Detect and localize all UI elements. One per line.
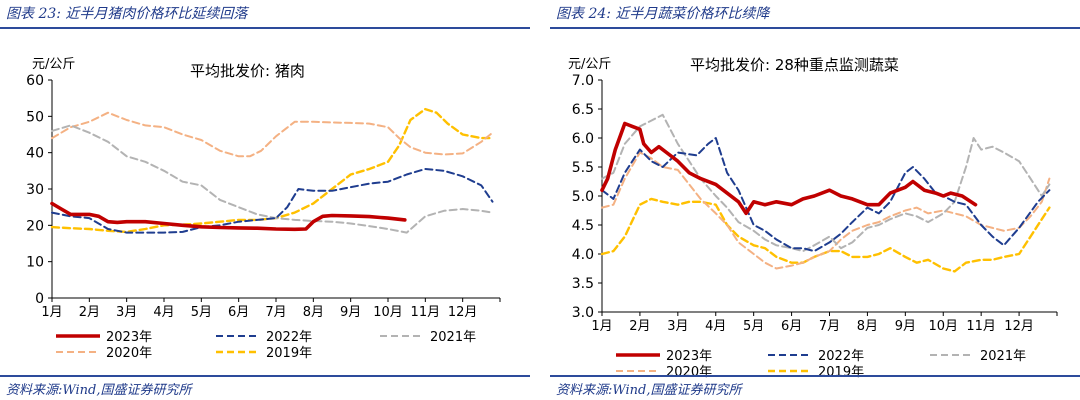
x-tick-label: 1月 (41, 305, 62, 320)
title-rule (550, 27, 1080, 29)
y-tick-label: 0 (35, 291, 44, 307)
pork-price-chart: 0 10 20 30 40 50 60 1月 2月 3月 4月 5月 6月 7月 8月 9月 10月 11月 12月… (26, 57, 501, 361)
x-tick-label: 4月 (153, 305, 174, 320)
x-tick-label: 3月 (667, 319, 688, 334)
source-rule (0, 375, 530, 377)
y-tick-label: 3.0 (572, 305, 594, 321)
legend-label: 2019年 (818, 365, 864, 380)
x-tick-label: 11月 (966, 319, 996, 334)
y-tick-label: 4.0 (572, 247, 594, 263)
x-tick-label: 5月 (743, 319, 764, 334)
legend-label: 2020年 (106, 346, 152, 361)
series-line-2023年 (50, 201, 407, 232)
vegetable-price-chart: 3.0 3.5 4.0 4.5 5.0 5.5 6.0 6.5 7.0 1月 2月 3月 4月 5月 6月 7… (568, 56, 1058, 380)
legend-label: 2021年 (980, 349, 1026, 364)
y-tick-label: 10 (26, 255, 44, 271)
y-tick-label: 20 (26, 218, 44, 234)
x-tick-label: 12月 (448, 305, 478, 320)
legend-label: 2022年 (818, 349, 864, 364)
x-tick-label: 9月 (340, 305, 361, 320)
series-line-2021年 (601, 113, 1051, 253)
x-tick-label: 1月 (591, 319, 612, 334)
y-axis-unit: 元/公斤 (32, 57, 75, 72)
x-tick-label: 6月 (781, 319, 802, 334)
y-tick-label: 6.5 (572, 102, 594, 118)
series-line-2023年 (600, 121, 978, 216)
y-tick-label: 50 (26, 109, 44, 125)
chart-panel-vegetables: 图表 24: 近半月蔬菜价格环比续降 3.0 3.5 4.0 4.5 5.0 5.5 6.0… (550, 0, 1080, 400)
series-line-2022年 (51, 168, 494, 234)
chart-title: 平均批发价: 猪肉 (190, 62, 305, 80)
source-note: 资料来源:Wind,国盛证券研究所 (6, 383, 192, 398)
y-tick-label: 6.0 (572, 131, 594, 147)
y-axis-unit: 元/公斤 (568, 57, 611, 72)
series-line-2020年 (601, 151, 1051, 270)
x-tick-label: 11月 (411, 305, 441, 320)
x-tick-label: 8月 (303, 305, 324, 320)
figure-title: 图表 24: 近半月蔬菜价格环比续降 (556, 6, 770, 22)
x-tick-label: 5月 (191, 305, 212, 320)
legend-label: 2023年 (666, 349, 712, 364)
title-rule (0, 27, 530, 29)
legend-label: 2020年 (666, 365, 712, 380)
chart-title: 平均批发价: 28种重点监测蔬菜 (690, 56, 899, 74)
source-note: 资料来源:Wind,国盛证券研究所 (556, 383, 742, 398)
y-tick-label: 4.5 (572, 218, 594, 234)
x-tick-label: 6月 (228, 305, 249, 320)
y-tick-label: 7.0 (572, 73, 594, 89)
y-tick-label: 5.0 (572, 189, 594, 205)
x-tick-label: 4月 (705, 319, 726, 334)
x-tick-label: 10月 (373, 305, 403, 320)
y-tick-label: 3.5 (572, 276, 594, 292)
x-tick-label: 12月 (1004, 319, 1034, 334)
x-tick-label: 10月 (928, 319, 958, 334)
legend-label: 2021年 (430, 330, 476, 345)
series-line-2021年 (51, 124, 494, 234)
x-tick-label: 2月 (629, 319, 650, 334)
legend-label: 2023年 (106, 330, 152, 345)
source-rule (550, 375, 1080, 377)
series-line-2022年 (601, 137, 1051, 253)
y-tick-label: 40 (26, 146, 44, 162)
series-line-2019年 (50, 107, 494, 234)
series-line-2019年 (600, 197, 1051, 273)
legend-label: 2022年 (266, 330, 312, 345)
y-tick-label: 5.5 (572, 160, 594, 176)
chart-panel-pork: 图表 23: 近半月猪肉价格环比延续回落 0 10 20 30 40 50 60 1月 2月 3月… (0, 0, 530, 400)
x-tick-label: 7月 (265, 305, 286, 320)
x-tick-label: 7月 (819, 319, 840, 334)
series-line-2020年 (51, 111, 494, 158)
figure-title: 图表 23: 近半月猪肉价格环比延续回落 (6, 6, 248, 22)
x-tick-label: 9月 (895, 319, 916, 334)
legend-label: 2019年 (266, 346, 312, 361)
x-tick-label: 8月 (857, 319, 878, 334)
x-tick-label: 3月 (116, 305, 137, 320)
y-tick-label: 30 (26, 182, 44, 198)
y-tick-label: 60 (26, 73, 44, 89)
x-tick-label: 2月 (79, 305, 100, 320)
